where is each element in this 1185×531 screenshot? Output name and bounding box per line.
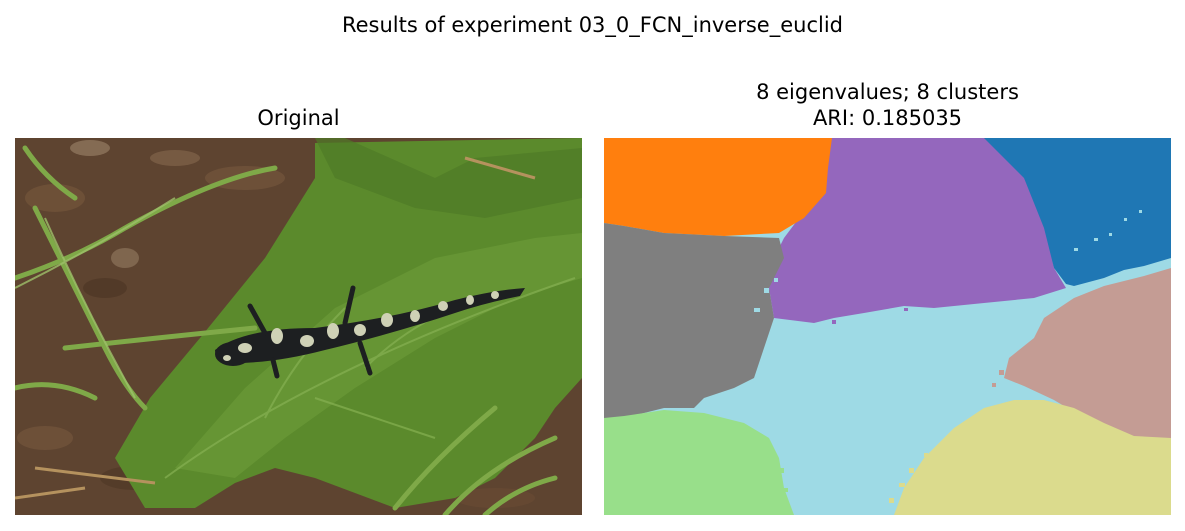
salamander bbox=[215, 285, 525, 379]
segmentation-map bbox=[604, 138, 1171, 515]
cluster-gray bbox=[604, 223, 784, 423]
cluster-speckles bbox=[699, 210, 1142, 503]
segmentation-panel-title: 8 eigenvalues; 8 clusters ARI: 0.185035 bbox=[604, 79, 1171, 131]
grass-highlights bbox=[15, 197, 176, 399]
cluster-purple bbox=[769, 138, 1066, 323]
original-panel-title: Original bbox=[257, 106, 340, 130]
soil-texture bbox=[17, 140, 535, 508]
original-image bbox=[15, 138, 582, 515]
cluster-rose bbox=[1004, 268, 1171, 440]
cluster-blue bbox=[984, 138, 1171, 286]
figure-suptitle: Results of experiment 03_0_FCN_inverse_e… bbox=[341, 13, 843, 37]
segmentation-title-line2: ARI: 0.185035 bbox=[812, 106, 963, 130]
segmentation-image bbox=[604, 138, 1171, 515]
leaf-top-fold bbox=[315, 138, 582, 218]
dry-twigs bbox=[15, 156, 536, 500]
cluster-orange bbox=[604, 138, 832, 236]
cluster-khaki bbox=[894, 400, 1171, 515]
cluster-green bbox=[604, 410, 794, 515]
original-image-art bbox=[15, 138, 582, 515]
segmentation-title-line1: 8 eigenvalues; 8 clusters bbox=[756, 80, 1019, 104]
